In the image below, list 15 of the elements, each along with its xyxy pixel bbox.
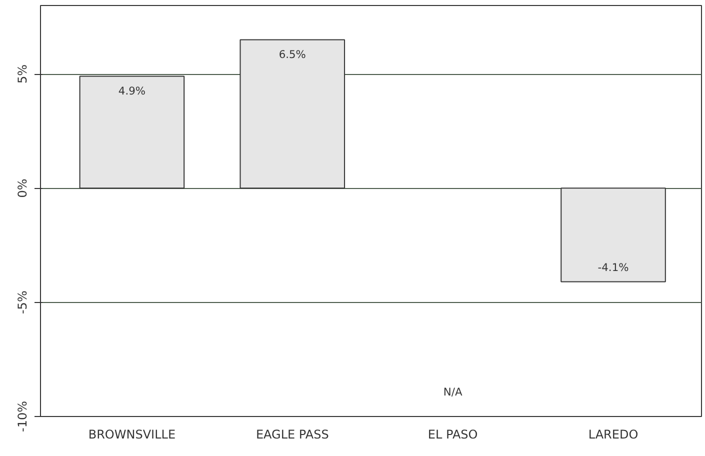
- data-label: -4.1%: [598, 260, 629, 274]
- data-label: 4.9%: [118, 84, 146, 98]
- y-tick-label: 0%: [16, 178, 30, 198]
- bar: [240, 39, 346, 189]
- y-tick-label: 5%: [16, 64, 30, 84]
- x-tick-label: EL PASO: [428, 428, 478, 442]
- x-tick-label: EAGLE PASS: [256, 428, 329, 442]
- bar: [560, 188, 666, 282]
- annotation: N/A: [443, 385, 463, 398]
- data-label: 6.5%: [278, 48, 306, 61]
- bar: [79, 76, 185, 189]
- y-tick-label: -5%: [16, 290, 30, 314]
- x-tick-label: BROWNSVILLE: [88, 428, 176, 442]
- y-tick-label: -10%: [16, 400, 30, 432]
- x-tick-label: LAREDO: [588, 428, 638, 442]
